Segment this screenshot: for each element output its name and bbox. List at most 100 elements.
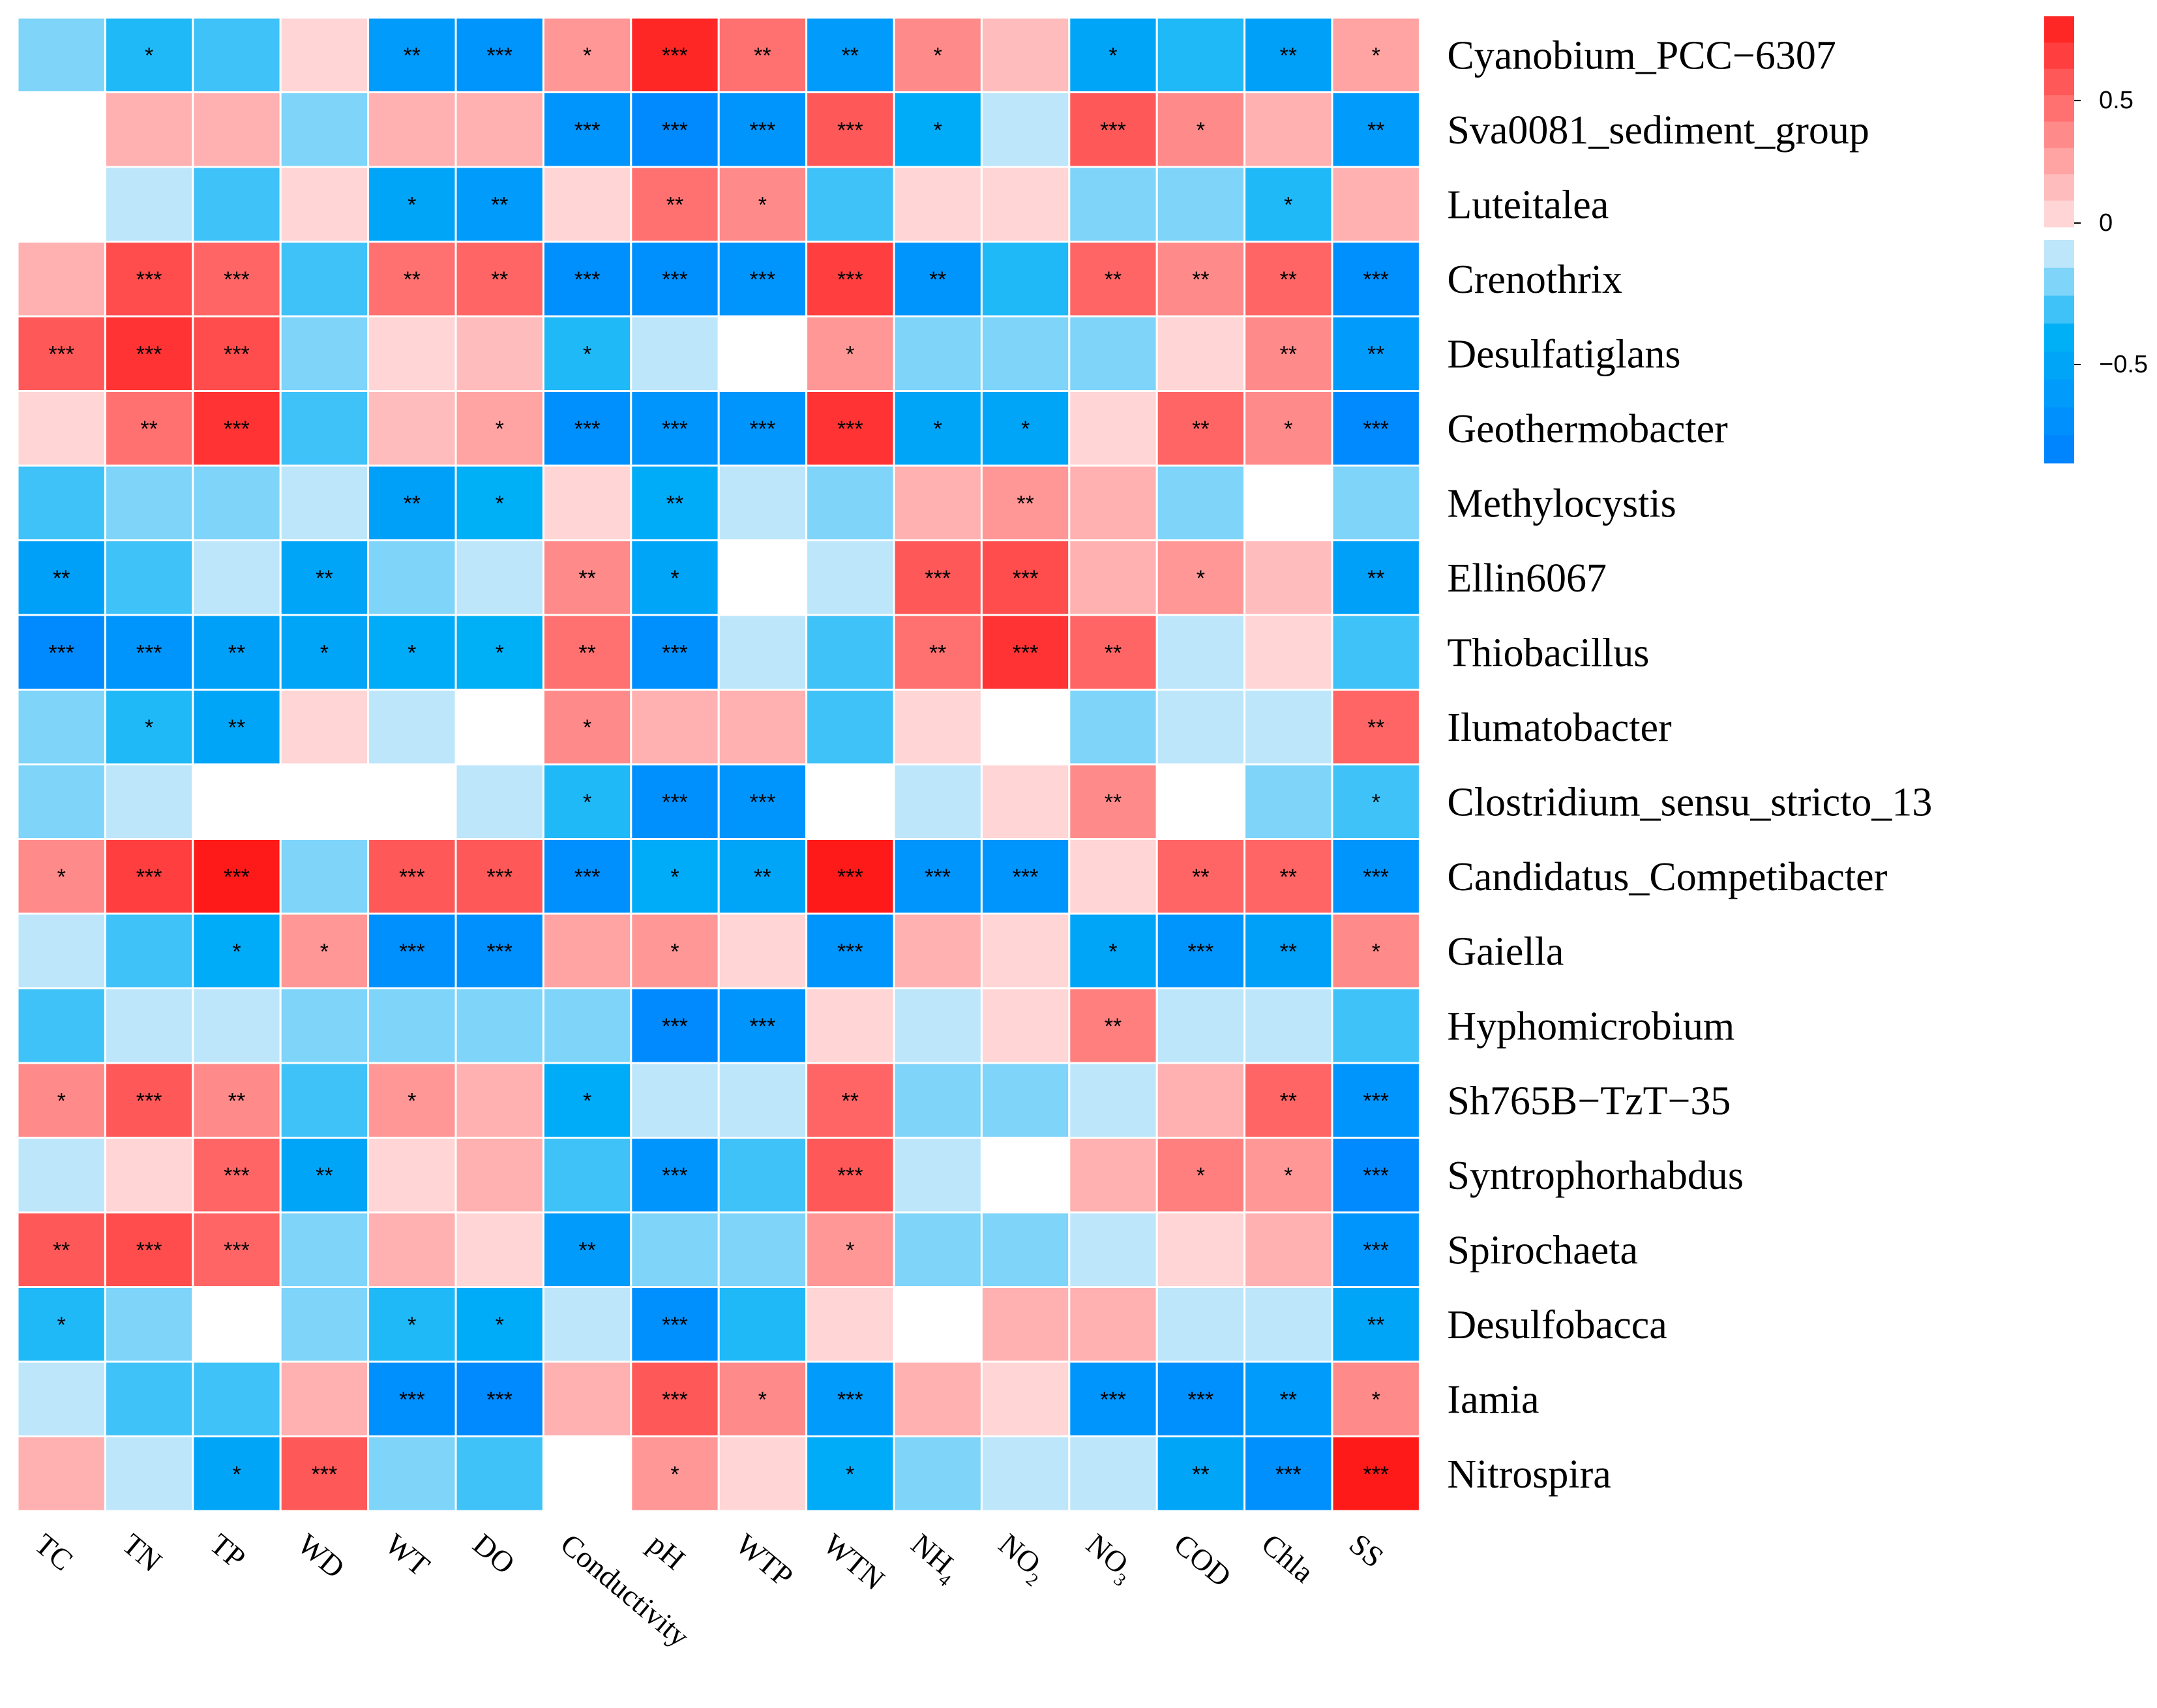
heatmap-cell bbox=[980, 987, 1071, 1064]
heatmap-cell bbox=[1155, 91, 1246, 168]
heatmap-cell bbox=[1155, 1062, 1246, 1139]
significance-mark: *** bbox=[136, 1238, 162, 1263]
heatmap-cell bbox=[104, 16, 194, 93]
significance-mark: *** bbox=[662, 118, 688, 143]
heatmap-cell bbox=[454, 1062, 544, 1139]
significance-mark: *** bbox=[925, 865, 951, 890]
heatmap-cell bbox=[104, 166, 194, 243]
significance-mark: *** bbox=[662, 640, 688, 665]
heatmap-cell bbox=[717, 1062, 808, 1139]
heatmap-cell bbox=[980, 241, 1071, 318]
significance-mark: *** bbox=[486, 939, 513, 964]
significance-mark: * bbox=[145, 43, 153, 68]
heatmap-cell bbox=[192, 166, 282, 243]
heatmap-cell bbox=[980, 1211, 1071, 1288]
legend-swatch bbox=[2044, 295, 2074, 324]
significance-mark: ** bbox=[1280, 267, 1297, 292]
heatmap-cell bbox=[367, 16, 457, 93]
heatmap-cell bbox=[1243, 1211, 1333, 1288]
significance-mark: *** bbox=[662, 1163, 688, 1188]
heatmap-cell bbox=[104, 464, 194, 541]
heatmap-cell bbox=[805, 912, 895, 989]
heatmap-cell bbox=[980, 689, 1071, 766]
heatmap-cell bbox=[893, 315, 983, 392]
significance-mark: * bbox=[1372, 939, 1380, 964]
heatmap-cell bbox=[1331, 912, 1421, 989]
heatmap-cell bbox=[16, 1360, 106, 1437]
heatmap-cell bbox=[980, 1062, 1071, 1139]
significance-mark: *** bbox=[224, 267, 250, 292]
heatmap-cell bbox=[192, 315, 282, 392]
heatmap-cell bbox=[279, 1211, 370, 1288]
column-label: WTN bbox=[817, 1527, 891, 1596]
significance-mark: *** bbox=[750, 1014, 776, 1039]
heatmap-cell bbox=[1331, 1286, 1421, 1363]
significance-mark: *** bbox=[224, 1238, 250, 1263]
significance-mark: ** bbox=[1105, 1014, 1122, 1039]
significance-mark: * bbox=[1372, 43, 1380, 68]
column-label: DO bbox=[467, 1527, 522, 1581]
heatmap-cell bbox=[1155, 16, 1246, 93]
heatmap-cell bbox=[542, 390, 632, 467]
heatmap-cell bbox=[717, 166, 808, 243]
heatmap-cell bbox=[630, 390, 720, 467]
legend-swatch bbox=[2044, 379, 2074, 408]
heatmap-cell bbox=[192, 390, 282, 467]
heatmap-cell bbox=[367, 166, 457, 243]
heatmap-cell bbox=[367, 1062, 457, 1139]
heatmap-cell bbox=[1155, 1435, 1246, 1512]
significance-mark: *** bbox=[312, 1462, 338, 1487]
heatmap-cell bbox=[1243, 987, 1333, 1064]
heatmap-cell bbox=[542, 241, 632, 318]
significance-mark: * bbox=[408, 1313, 416, 1338]
significance-mark: *** bbox=[224, 342, 250, 367]
heatmap-cell bbox=[1068, 1286, 1158, 1363]
heatmap-cell bbox=[1155, 1137, 1246, 1214]
heatmap-cell bbox=[192, 464, 282, 541]
significance-mark: ** bbox=[1367, 118, 1384, 143]
heatmap-cell bbox=[1331, 1435, 1421, 1512]
heatmap-cell bbox=[1068, 838, 1158, 915]
heatmap-cell bbox=[367, 91, 457, 168]
heatmap-cell bbox=[980, 1435, 1071, 1512]
heatmap-cell bbox=[16, 689, 106, 766]
heatmap-cell bbox=[717, 1360, 808, 1437]
heatmap-cell bbox=[1331, 987, 1421, 1064]
heatmap-cell bbox=[630, 1211, 720, 1288]
heatmap-cell bbox=[717, 689, 808, 766]
heatmap-cell bbox=[279, 464, 370, 541]
heatmap-cell bbox=[1331, 464, 1421, 541]
significance-mark: *** bbox=[1188, 1387, 1214, 1412]
heatmap-cell bbox=[805, 390, 895, 467]
heatmap-cell bbox=[454, 390, 544, 467]
heatmap-cell bbox=[542, 763, 632, 840]
heatmap-cell bbox=[542, 912, 632, 989]
heatmap-cell bbox=[104, 1211, 194, 1288]
heatmap-cell bbox=[16, 838, 106, 915]
row-label: Thiobacillus bbox=[1447, 631, 1649, 675]
significance-mark: *** bbox=[224, 1163, 250, 1188]
significance-mark: * bbox=[846, 342, 854, 367]
significance-mark: * bbox=[1284, 192, 1292, 217]
heatmap-cell bbox=[717, 464, 808, 541]
column-label: NO3 bbox=[1077, 1527, 1142, 1591]
heatmap-cell bbox=[104, 1137, 194, 1214]
heatmap-cell bbox=[1243, 614, 1333, 691]
significance-mark: ** bbox=[1192, 1462, 1209, 1487]
significance-mark: * bbox=[846, 1238, 854, 1263]
significance-mark: * bbox=[320, 939, 329, 964]
significance-mark: *** bbox=[1013, 640, 1039, 665]
heatmap-cell bbox=[367, 763, 457, 840]
significance-mark: ** bbox=[1105, 640, 1122, 665]
heatmap-cell bbox=[893, 1360, 983, 1437]
heatmap-cell bbox=[454, 1435, 544, 1512]
row-label: Methylocystis bbox=[1447, 481, 1676, 526]
heatmap-cell bbox=[454, 1286, 544, 1363]
heatmap-cell bbox=[1155, 539, 1246, 616]
heatmap-cell bbox=[279, 315, 370, 392]
row-label: Nitrospira bbox=[1447, 1452, 1611, 1497]
heatmap-cell bbox=[717, 614, 808, 691]
significance-mark: * bbox=[232, 939, 241, 964]
heatmap-cell bbox=[805, 166, 895, 243]
heatmap-cell bbox=[454, 763, 544, 840]
